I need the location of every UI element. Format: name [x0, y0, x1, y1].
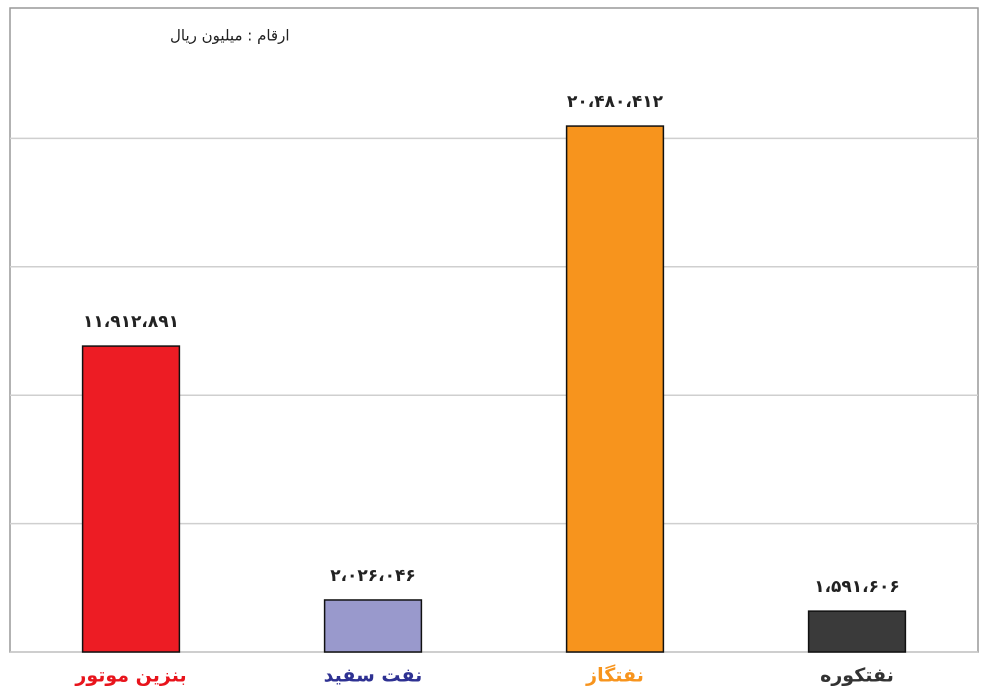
x-tick-label: بنزین موتور — [74, 665, 186, 687]
x-tick-label: نفتگاز — [585, 664, 644, 687]
value-label: ۱،۵۹۱،۶۰۶ — [814, 577, 900, 597]
bar — [565, 125, 665, 653]
unit-note: ارقام : میلیون ریال — [170, 27, 290, 45]
value-label: ۱۱،۹۱۲،۸۹۱ — [83, 312, 179, 332]
value-label: ۲،۰۲۶،۰۴۶ — [330, 566, 416, 586]
bar — [807, 610, 907, 653]
bar — [323, 599, 423, 653]
x-tick-label: نفتکوره — [820, 665, 894, 687]
x-tick-label: نفت سفید — [324, 665, 423, 687]
bar — [81, 345, 181, 653]
value-label: ۲۰،۴۸۰،۴۱۲ — [567, 92, 664, 112]
